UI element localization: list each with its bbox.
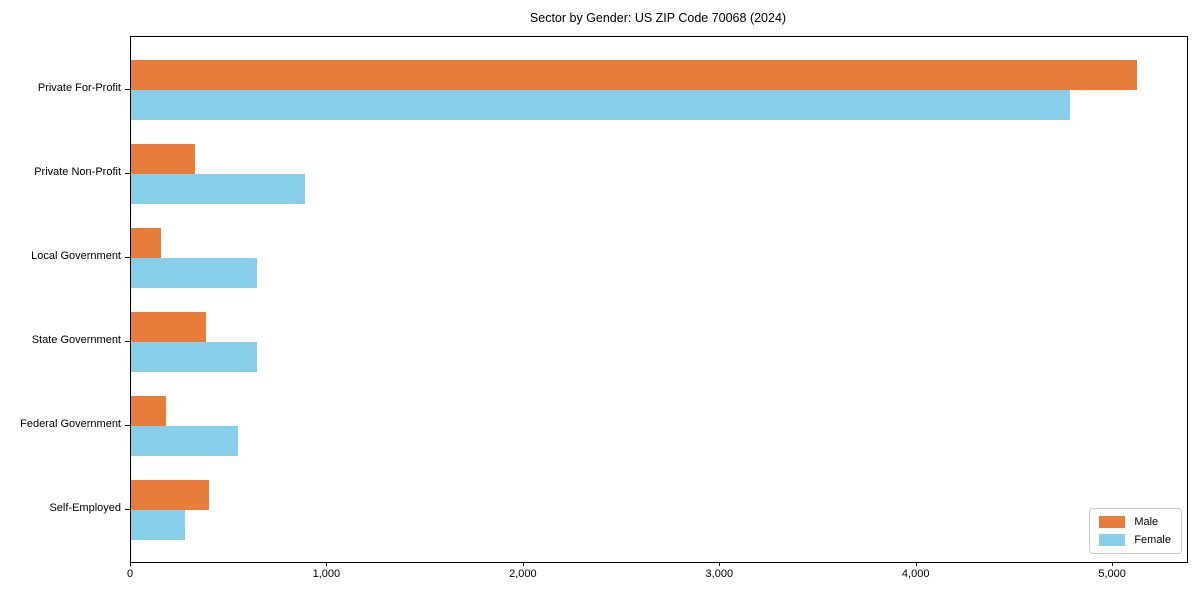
plot-area: Male Female — [130, 36, 1188, 563]
x-axis-label-3000: 3,000 — [705, 568, 734, 580]
legend-item-male: Male — [1099, 516, 1171, 528]
x-axis-label-5000: 5,000 — [1098, 568, 1126, 580]
chart-title: Sector by Gender: US ZIP Code 70068 (202… — [529, 11, 787, 25]
x-tick-2000 — [522, 562, 524, 566]
bar-female-state-government — [131, 341, 257, 372]
bar-male-state-government — [131, 311, 206, 342]
y-axis-label-state-government: State Government — [31, 333, 121, 346]
female-series-swatch — [1099, 534, 1126, 546]
male-series-swatch — [1099, 516, 1126, 528]
x-axis-label-4000: 4,000 — [901, 568, 930, 580]
bar-male-private-for-profit — [131, 59, 1137, 90]
bar-female-federal-government — [131, 425, 239, 456]
x-axis-label-2000: 2,000 — [509, 568, 537, 580]
legend-label-male: Male — [1134, 516, 1159, 528]
y-axis-label-private-for-profit: Private For-Profit — [37, 81, 121, 94]
bar-female-local-government — [131, 257, 257, 288]
bar-male-private-non-profit — [131, 143, 195, 174]
x-tick-4000 — [915, 562, 917, 566]
y-axis-label-self-employed: Self-Employed — [49, 501, 121, 514]
x-axis-label-1000: 1,000 — [312, 568, 341, 580]
x-tick-3000 — [719, 562, 721, 566]
legend-item-female: Female — [1099, 534, 1171, 546]
x-tick-0 — [130, 562, 131, 566]
legend: Male Female — [1089, 508, 1182, 554]
bar-female-self-employed — [131, 509, 185, 540]
y-axis-label-federal-government: Federal Government — [20, 417, 121, 430]
bar-male-local-government — [131, 227, 162, 258]
legend-label-female: Female — [1134, 534, 1171, 546]
bar-male-federal-government — [131, 395, 167, 426]
y-tick-federal-government — [125, 424, 130, 426]
x-axis-label-0: 0 — [126, 568, 134, 580]
y-tick-private-for-profit — [125, 88, 130, 90]
y-axis-label-local-government: Local Government — [31, 249, 121, 262]
bar-male-self-employed — [131, 479, 209, 510]
y-axis-label-private-non-profit: Private Non-Profit — [34, 165, 121, 178]
x-tick-5000 — [1112, 562, 1114, 566]
bar-female-private-for-profit — [131, 89, 1070, 120]
y-tick-private-non-profit — [125, 172, 130, 174]
x-tick-1000 — [326, 562, 328, 566]
bar-female-private-non-profit — [131, 173, 305, 204]
y-tick-state-government — [125, 340, 130, 342]
y-tick-self-employed — [125, 508, 130, 510]
y-tick-local-government — [125, 256, 130, 258]
